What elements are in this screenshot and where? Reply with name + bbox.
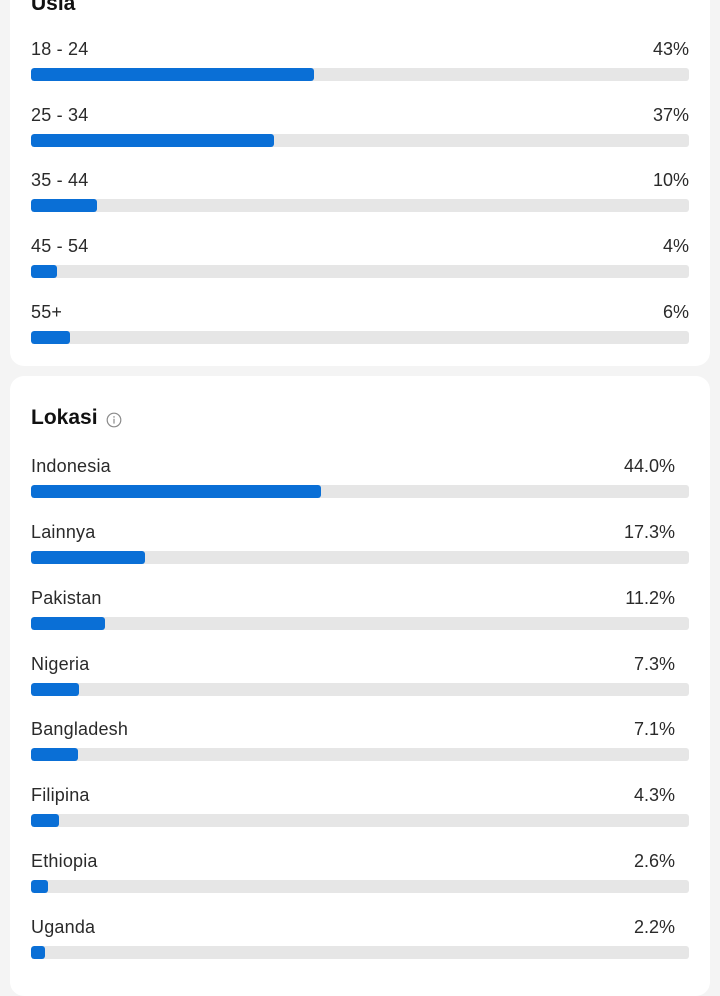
age-bar-track xyxy=(31,331,689,344)
age-section-title: Usia xyxy=(31,0,75,16)
location-row-label: Filipina xyxy=(31,785,90,805)
age-bar-fill xyxy=(31,68,314,81)
info-circle-icon[interactable] xyxy=(106,410,122,428)
age-bar-fill xyxy=(31,265,58,278)
location-row-label: Pakistan xyxy=(31,588,102,608)
location-row-value: 17.3% xyxy=(623,522,675,542)
location-row-value: 7.3% xyxy=(633,654,675,674)
location-row-value: 7.1% xyxy=(633,719,675,739)
location-row: Pakistan 11.2% xyxy=(31,588,689,638)
location-bar-fill xyxy=(31,485,321,498)
location-row: Filipina 4.3% xyxy=(31,785,689,835)
age-row: 45 - 54 4% xyxy=(31,236,689,286)
location-bar-track xyxy=(31,485,689,498)
age-bar-track xyxy=(31,68,689,81)
location-bar-track xyxy=(31,683,689,696)
location-row-value: 2.6% xyxy=(633,851,675,871)
age-row-label: 35 - 44 xyxy=(31,170,89,190)
location-bar-track xyxy=(31,617,689,630)
location-row-label: Uganda xyxy=(31,917,96,937)
location-bar-fill xyxy=(31,748,78,761)
age-row-value: 37% xyxy=(652,105,689,125)
age-row-value: 4% xyxy=(662,236,689,256)
location-row-value: 11.2% xyxy=(625,588,675,608)
location-row: Nigeria 7.3% xyxy=(31,654,689,704)
location-row: Bangladesh 7.1% xyxy=(31,719,689,769)
location-row-label: Ethiopia xyxy=(31,851,98,871)
location-bar-track xyxy=(31,946,689,959)
location-bar-track xyxy=(31,880,689,893)
location-bar-fill xyxy=(31,617,105,630)
location-row: Ethiopia 2.6% xyxy=(31,851,689,901)
age-row-label: 25 - 34 xyxy=(31,105,89,125)
location-bar-track xyxy=(31,814,689,827)
location-bar-track xyxy=(31,748,689,761)
location-bar-fill xyxy=(31,683,80,696)
age-row-value: 6% xyxy=(662,302,689,322)
location-row-value: 44.0% xyxy=(623,456,675,476)
location-row-label: Indonesia xyxy=(31,456,111,476)
age-bar-fill xyxy=(31,331,71,344)
age-bar-track xyxy=(31,199,689,212)
location-row-label: Lainnya xyxy=(31,522,96,542)
location-bar-fill xyxy=(31,880,49,893)
location-row: Lainnya 17.3% xyxy=(31,522,689,572)
age-bar-fill xyxy=(31,134,275,147)
age-row: 55+ 6% xyxy=(31,302,689,352)
location-section-title: Lokasi xyxy=(31,406,122,430)
age-title-text: Usia xyxy=(31,0,76,15)
age-row-label: 18 - 24 xyxy=(31,39,89,59)
location-bar-fill xyxy=(31,551,145,564)
location-title-text: Lokasi xyxy=(31,406,98,429)
age-row-label: 55+ xyxy=(31,302,63,322)
age-row-label: 45 - 54 xyxy=(31,236,89,256)
location-row-label: Bangladesh xyxy=(31,719,129,739)
location-bar-fill xyxy=(31,814,60,827)
location-row-label: Nigeria xyxy=(31,654,90,674)
location-row: Uganda 2.2% xyxy=(31,917,689,967)
age-row: 35 - 44 10% xyxy=(31,170,689,220)
age-bar-track xyxy=(31,265,689,278)
age-bar-track xyxy=(31,134,689,147)
age-card: Usia 18 - 24 43% 25 - 34 37% 35 - 44 10%… xyxy=(10,0,710,366)
location-bar-fill xyxy=(31,946,46,959)
age-row-value: 43% xyxy=(652,39,689,59)
location-bar-track xyxy=(31,551,689,564)
age-row: 25 - 34 37% xyxy=(31,105,689,155)
age-row-value: 10% xyxy=(652,170,689,190)
age-row: 18 - 24 43% xyxy=(31,39,689,89)
age-bar-fill xyxy=(31,199,97,212)
location-card: Lokasi Indonesia 44.0% Lainnya 17.3% Pak… xyxy=(10,376,710,996)
location-row: Indonesia 44.0% xyxy=(31,456,689,506)
location-row-value: 4.3% xyxy=(633,785,675,805)
location-row-value: 2.2% xyxy=(633,917,675,937)
